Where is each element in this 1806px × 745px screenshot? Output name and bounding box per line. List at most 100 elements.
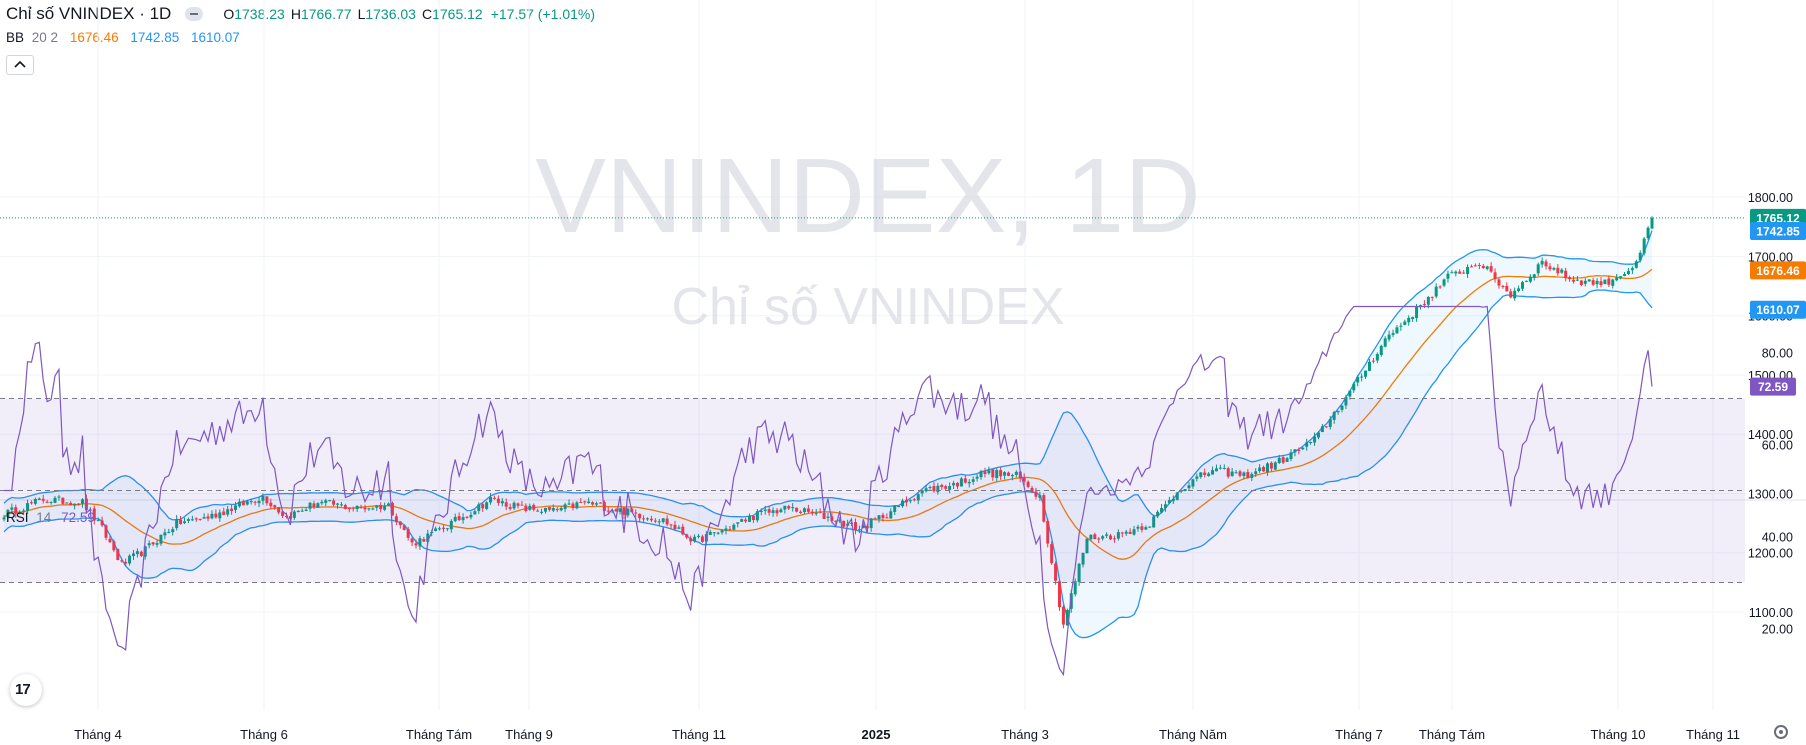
candle-body [1630, 268, 1634, 271]
candle-body [300, 510, 304, 512]
candle-body [1583, 280, 1587, 284]
candle-body [912, 499, 916, 501]
candle-body [257, 500, 261, 504]
candle-body [249, 501, 253, 503]
candle-body [693, 536, 697, 542]
candle-body [261, 495, 265, 501]
candle-body [795, 507, 799, 512]
tradingview-logo[interactable]: 17 [10, 674, 42, 706]
candle-body [277, 507, 281, 513]
candle-body [720, 530, 724, 533]
candle-body [1042, 495, 1046, 522]
candle-body [532, 504, 536, 510]
candle-body [748, 515, 752, 522]
candle-body [496, 498, 500, 503]
candle-body [285, 515, 289, 517]
candle-body [1136, 526, 1140, 529]
x-tick-label: Tháng 10 [1591, 727, 1646, 742]
candle-body [728, 529, 732, 531]
candle-body [959, 478, 963, 487]
candle-body [1105, 534, 1109, 536]
candle-body [1524, 280, 1528, 282]
candle-body [897, 506, 901, 508]
candle-body [179, 519, 183, 524]
candle-body [237, 501, 241, 507]
candle-body [410, 538, 414, 543]
candle-body [979, 471, 983, 478]
candle-body [128, 555, 132, 564]
candle-body [869, 518, 873, 529]
candle-body [634, 512, 638, 514]
candle-body [167, 531, 171, 533]
price-tag-label: 1676.46 [1756, 264, 1800, 278]
candle-body [1085, 538, 1089, 554]
candle-body [347, 508, 351, 510]
candle-body [1481, 265, 1485, 269]
candle-body [202, 517, 206, 519]
candle-body [1018, 471, 1022, 479]
candle-body [477, 504, 481, 511]
candle-body [1356, 376, 1360, 383]
price-tag-bg [1750, 300, 1806, 319]
candle-body [524, 505, 528, 511]
candle-body [1532, 274, 1536, 278]
candle-body [1446, 273, 1450, 279]
candle-body [594, 503, 598, 505]
candle-body [147, 543, 151, 546]
more-options-button[interactable] [185, 7, 204, 21]
candle-body [767, 509, 771, 513]
candle-body [328, 500, 332, 502]
candle-body [194, 518, 198, 520]
candle-body [1148, 526, 1152, 528]
candle-body [744, 519, 748, 522]
candle-body [1375, 354, 1379, 361]
candle-body [1536, 264, 1540, 274]
candle-body [1462, 272, 1466, 274]
candle-body [33, 498, 37, 504]
ohlc-low-value: 1736.03 [365, 6, 416, 22]
candle-body [814, 512, 818, 514]
candle-body [540, 511, 544, 513]
candle-body [555, 509, 559, 511]
bb-legend[interactable]: BB 20 2 1676.46 1742.85 1610.07 [6, 30, 244, 45]
candle-body [1203, 472, 1207, 475]
candle-body [1501, 286, 1505, 288]
candle-body [779, 509, 783, 513]
candle-body [363, 507, 367, 510]
rsi-legend[interactable]: RSI 14 72.59 [6, 510, 95, 525]
candle-body [763, 509, 767, 511]
collapse-legend-button[interactable] [6, 55, 34, 75]
x-tick-label: 2025 [862, 727, 891, 742]
candle-body [1324, 426, 1328, 428]
candle-body [379, 505, 383, 510]
candle-body [606, 510, 610, 512]
candle-body [1650, 217, 1654, 229]
candle-body [190, 519, 194, 521]
candle-body [1152, 516, 1156, 528]
candle-body [1466, 266, 1470, 275]
candle-body [1564, 270, 1568, 278]
candle-body [932, 486, 936, 492]
settings-gear-icon[interactable] [1774, 725, 1788, 739]
candle-body [1207, 473, 1211, 477]
candle-body [218, 512, 222, 519]
candle-body [41, 498, 45, 501]
candle-body [822, 512, 826, 519]
candle-body [685, 534, 689, 538]
candle-body [1591, 280, 1595, 285]
candle-body [18, 512, 22, 514]
x-tick-label: Tháng 7 [1335, 727, 1383, 742]
symbol-title[interactable]: Chỉ số VNINDEX · 1D [6, 4, 172, 23]
candle-body [265, 496, 269, 504]
candle-body [567, 503, 571, 505]
candle-body [759, 511, 763, 513]
rsi-params: 14 [36, 510, 52, 525]
price-tag-label: 1765.12 [1756, 211, 1800, 225]
candle-body [434, 528, 438, 531]
candle-body [1218, 467, 1222, 469]
candle-body [394, 516, 398, 523]
candle-body [559, 508, 563, 511]
candle-body [697, 535, 701, 537]
candle-body [1254, 471, 1258, 475]
